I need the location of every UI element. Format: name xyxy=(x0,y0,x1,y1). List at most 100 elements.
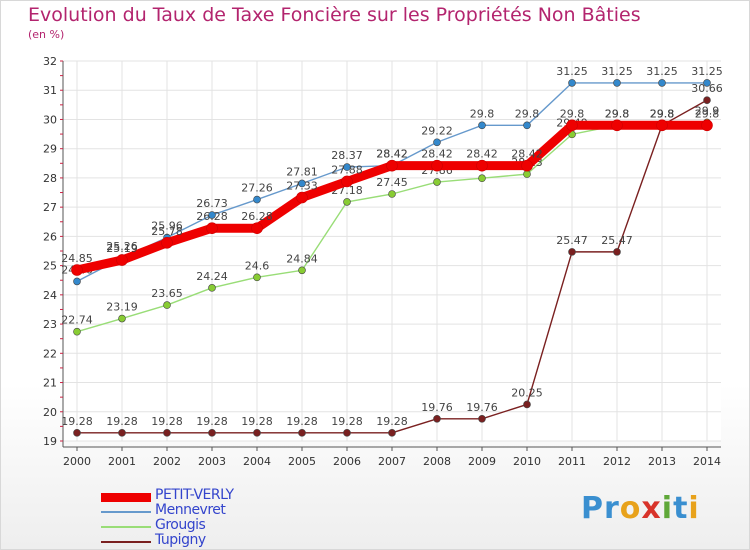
data-label-tupigny: 19.76 xyxy=(466,401,498,414)
data-point-petit-verly xyxy=(161,237,173,249)
x-tick-label: 2004 xyxy=(243,455,271,468)
data-label-grougis: 22.74 xyxy=(61,314,93,327)
data-point-tupigny xyxy=(118,429,126,437)
y-tick-label: 23 xyxy=(43,318,57,331)
data-point-petit-verly xyxy=(206,222,218,234)
y-tick-label: 27 xyxy=(43,201,57,214)
data-point-grougis xyxy=(118,314,126,323)
data-point-tupigny xyxy=(568,248,576,256)
y-tick-label: 28 xyxy=(43,172,57,185)
data-label-petit-verly: 29.8 xyxy=(605,107,630,120)
data-point-petit-verly xyxy=(71,264,83,276)
data-label-tupigny: 25.47 xyxy=(601,234,633,247)
data-label-tupigny: 25.47 xyxy=(556,234,588,247)
data-label-petit-verly: 29.8 xyxy=(650,107,675,120)
data-point-petit-verly xyxy=(611,119,623,132)
data-label-petit-verly: 24.85 xyxy=(61,252,93,265)
data-point-mennevret xyxy=(523,121,531,130)
data-point-grougis xyxy=(208,284,216,292)
data-point-grougis xyxy=(433,178,441,186)
x-tick-label: 2013 xyxy=(648,455,676,468)
data-point-grougis xyxy=(478,174,486,183)
data-point-petit-verly xyxy=(521,159,533,172)
data-label-mennevret: 29.8 xyxy=(515,107,540,120)
data-point-grougis xyxy=(73,327,81,336)
y-tick-label: 26 xyxy=(43,230,57,243)
data-label-petit-verly: 25.19 xyxy=(106,242,138,255)
logo-letter: t xyxy=(673,491,689,526)
data-label-mennevret: 31.25 xyxy=(646,65,678,78)
data-label-tupigny: 19.28 xyxy=(196,415,228,428)
data-label-grougis: 23.19 xyxy=(106,301,138,314)
data-point-petit-verly xyxy=(341,175,353,188)
data-label-tupigny: 19.28 xyxy=(376,415,408,428)
legend-item: Tupigny xyxy=(101,532,401,549)
y-tick-label: 22 xyxy=(43,347,57,360)
data-point-tupigny xyxy=(523,400,531,409)
y-tick-label: 19 xyxy=(43,435,57,448)
data-label-grougis: 27.45 xyxy=(376,176,408,189)
data-point-petit-verly xyxy=(701,119,713,132)
legend: PETIT-VERLY Mennevret Grougis Tupigny xyxy=(101,487,401,549)
data-label-petit-verly: 28.42 xyxy=(421,148,453,161)
data-label-mennevret: 25.96 xyxy=(151,220,183,233)
x-tick-label: 2005 xyxy=(288,455,316,468)
data-point-tupigny xyxy=(703,96,711,104)
y-tick-label: 29 xyxy=(43,143,57,156)
legend-swatch xyxy=(101,492,151,502)
data-label-mennevret: 27.26 xyxy=(241,182,273,195)
data-label-mennevret: 25.26 xyxy=(106,240,138,253)
chart-title: Evolution du Taux de Taxe Foncière sur l… xyxy=(28,4,641,26)
x-tick-label: 2001 xyxy=(108,455,136,468)
legend-item: Grougis xyxy=(101,517,401,534)
data-label-mennevret: 29.8 xyxy=(470,107,495,120)
data-label-mennevret: 31.25 xyxy=(691,65,723,78)
data-point-petit-verly xyxy=(386,159,398,172)
data-point-grougis xyxy=(253,273,261,282)
legend-label: Tupigny xyxy=(155,532,206,548)
x-tick-label: 2000 xyxy=(63,455,91,468)
data-label-tupigny: 19.28 xyxy=(286,415,318,428)
y-tick-label: 24 xyxy=(43,289,57,302)
legend-swatch xyxy=(101,511,151,513)
data-label-tupigny: 19.28 xyxy=(106,415,138,428)
logo-letter: x xyxy=(641,491,662,526)
logo-letter: i xyxy=(661,491,674,526)
x-tick-label: 2007 xyxy=(378,455,406,468)
y-tick-label: 21 xyxy=(43,377,57,390)
x-tick-label: 2012 xyxy=(603,455,631,468)
data-label-grougis: 29.9 xyxy=(695,104,720,117)
data-label-petit-verly: 28.42 xyxy=(376,148,408,161)
data-label-mennevret: 26.73 xyxy=(196,197,228,210)
data-point-tupigny xyxy=(433,414,441,423)
data-point-grougis xyxy=(388,190,396,198)
data-label-grougis: 24.84 xyxy=(286,252,318,265)
data-label-mennevret: 31.25 xyxy=(556,65,588,78)
data-label-grougis: 24.24 xyxy=(196,270,228,283)
data-label-petit-verly: 29.8 xyxy=(695,107,720,120)
logo-letter: i xyxy=(688,491,700,526)
y-tick-label: 25 xyxy=(43,260,57,273)
data-label-petit-verly: 28.42 xyxy=(511,148,543,161)
data-point-mennevret xyxy=(208,211,216,219)
data-point-tupigny xyxy=(253,429,261,437)
data-point-tupigny xyxy=(298,429,306,437)
x-tick-label: 2008 xyxy=(423,455,451,468)
data-label-petit-verly: 28.42 xyxy=(466,148,498,161)
data-point-mennevret xyxy=(613,79,621,87)
data-point-mennevret xyxy=(253,195,261,204)
data-label-petit-verly: 25.78 xyxy=(151,225,183,238)
logo-letter: P xyxy=(581,491,604,526)
data-label-tupigny: 29.8 xyxy=(650,107,675,120)
logo-letter: o xyxy=(619,491,642,526)
data-label-mennevret: 29.22 xyxy=(421,124,453,137)
data-label-tupigny: 19.28 xyxy=(151,415,183,428)
data-point-tupigny xyxy=(343,429,351,437)
data-point-tupigny xyxy=(613,248,621,256)
data-point-tupigny xyxy=(478,414,486,423)
data-point-tupigny xyxy=(388,429,396,437)
data-label-mennevret: 27.81 xyxy=(286,165,318,178)
y-tick-label: 20 xyxy=(43,406,57,419)
data-point-petit-verly xyxy=(296,191,308,204)
